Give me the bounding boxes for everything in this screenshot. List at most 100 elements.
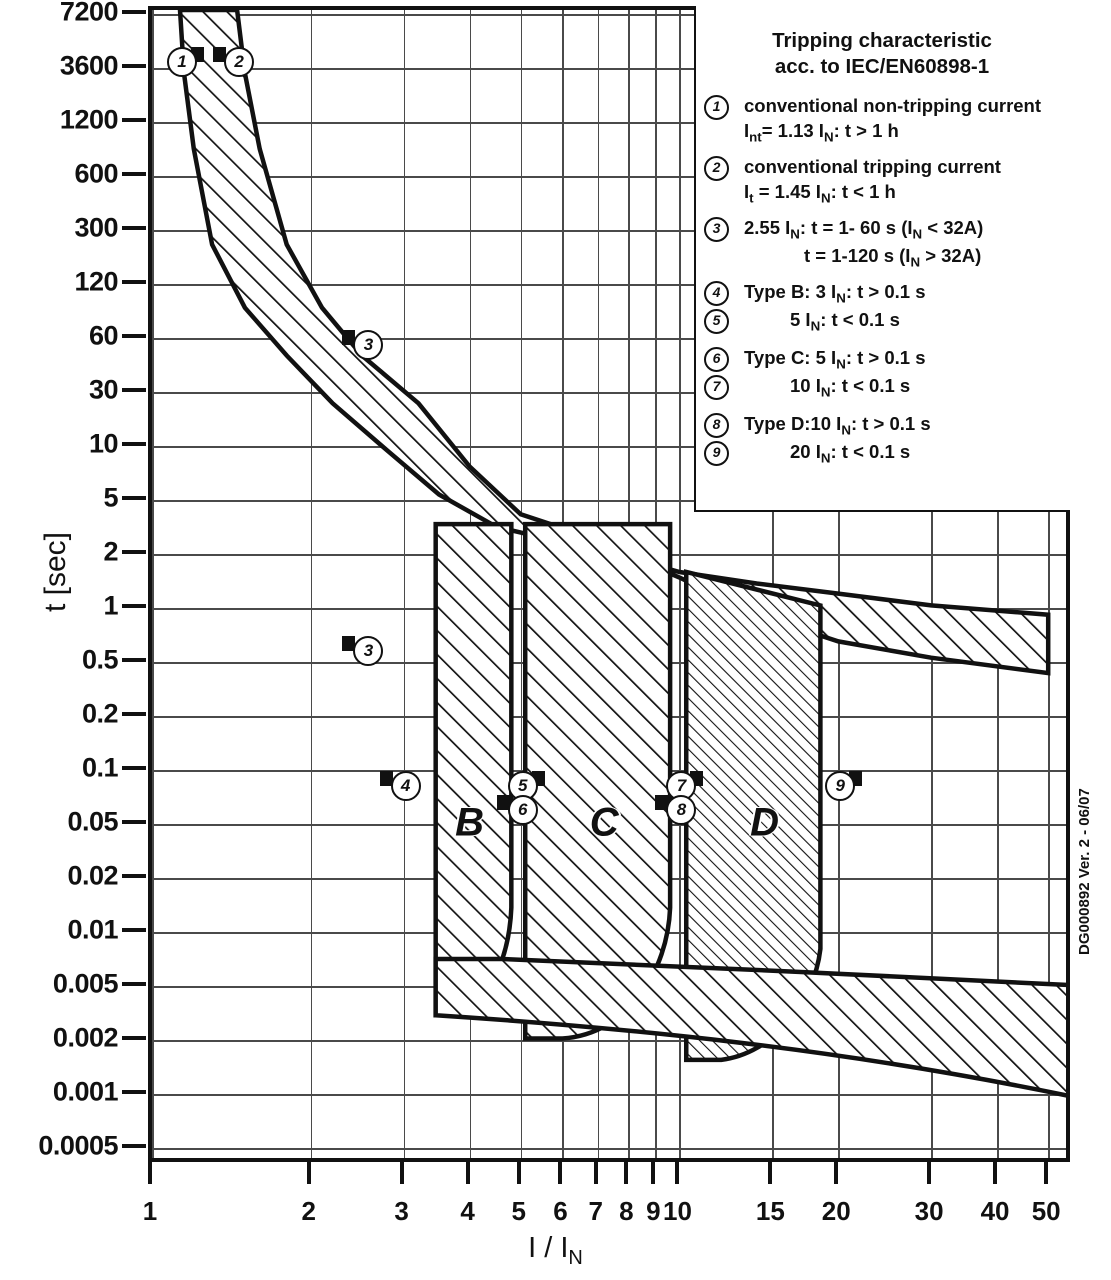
x-tick-mark bbox=[399, 1162, 404, 1184]
subscript: N bbox=[820, 384, 831, 400]
marker-circle: 6 bbox=[507, 795, 538, 826]
legend-number-2: 2 bbox=[704, 156, 729, 182]
y-tick-label: 0.005 bbox=[52, 968, 119, 999]
gridline-vertical bbox=[838, 10, 840, 1158]
legend-line-1: conventional non-tripping current bbox=[744, 95, 1042, 117]
legend-line-1: Type C: 5 IN: t > 0.1 s bbox=[744, 347, 926, 372]
gridline-horizontal bbox=[152, 500, 1066, 502]
x-axis-title: I / IN bbox=[0, 1232, 1111, 1270]
x-tick-mark bbox=[675, 1162, 680, 1184]
y-tick-label: 0.5 bbox=[81, 644, 119, 675]
legend-item-numbers: 3 bbox=[704, 216, 744, 245]
marker-3: 3 bbox=[342, 636, 384, 667]
y-tick-mark bbox=[122, 820, 146, 824]
gridline-horizontal bbox=[152, 1040, 1066, 1042]
legend-item-3: 3 2.55 IN: t = 1- 60 s (IN < 32A) t = 1-12… bbox=[704, 216, 1060, 271]
tripping-curve-bands bbox=[177, 10, 1066, 1098]
legend-item-2: 2 conventional tripping current It = 1.45 … bbox=[704, 155, 1060, 207]
subscript: N bbox=[820, 190, 831, 206]
y-tick-mark bbox=[122, 1090, 146, 1094]
x-tick-label: 8 bbox=[619, 1196, 634, 1226]
x-tick-label: 9 bbox=[646, 1196, 661, 1226]
legend-line-2: Int= 1.13 IN: t > 1 h bbox=[744, 120, 899, 145]
gridline-horizontal bbox=[152, 1094, 1066, 1096]
y-tick-mark bbox=[122, 226, 146, 230]
x-tick-label: 2 bbox=[301, 1196, 317, 1226]
legend-number-8: 8 bbox=[704, 413, 729, 439]
marker-circle: 3 bbox=[353, 329, 384, 360]
marker-3: 3 bbox=[342, 329, 384, 360]
legend-item-6-7: 6 7 Type C: 5 IN: t > 0.1 s 10 IN: t < 0.1 … bbox=[704, 346, 1060, 403]
x-tick-label: 1 bbox=[142, 1196, 158, 1226]
y-tick-mark bbox=[122, 658, 146, 662]
y-tick-mark bbox=[122, 1144, 146, 1148]
gridline-vertical bbox=[152, 10, 154, 1158]
x-tick-label: 3 bbox=[394, 1196, 409, 1226]
y-tick-mark bbox=[122, 10, 146, 14]
y-tick-mark bbox=[122, 334, 146, 338]
y-tick-label: 0.02 bbox=[67, 860, 118, 891]
y-tick-mark bbox=[122, 280, 146, 284]
legend-item-numbers: 1 bbox=[704, 94, 744, 123]
marker-4: 4 bbox=[379, 770, 421, 801]
y-tick-mark bbox=[122, 928, 146, 932]
y-tick-label: 0.01 bbox=[67, 914, 118, 945]
y-tick-mark bbox=[122, 388, 146, 392]
x-tick-label: 5 bbox=[511, 1196, 526, 1226]
marker-flag bbox=[342, 329, 356, 345]
legend-items: 1 conventional non-tripping current Int= 1… bbox=[704, 94, 1060, 469]
x-tick-label: 6 bbox=[553, 1196, 568, 1226]
marker-circle: 3 bbox=[353, 636, 384, 667]
gridline-vertical bbox=[997, 10, 999, 1158]
legend-box: Tripping characteristic acc. to IEC/EN608… bbox=[694, 6, 1070, 512]
x-tick-label: 30 bbox=[914, 1196, 944, 1226]
x-tick-mark bbox=[516, 1162, 521, 1184]
subscript: N bbox=[912, 227, 923, 243]
thermal-band bbox=[177, 10, 1051, 676]
legend-item-text: conventional tripping current It = 1.45 I… bbox=[744, 155, 1001, 207]
legend-item-text: Type C: 5 IN: t > 0.1 s 10 IN: t < 0.1 s bbox=[744, 346, 926, 401]
document-credit: DG000892 Ver. 2 - 06/07 bbox=[1076, 788, 1093, 955]
legend-item-text: Type D:10 IN: t > 0.1 s 20 IN: t < 0.1 s bbox=[744, 412, 931, 467]
y-tick-mark bbox=[122, 118, 146, 122]
gridline-vertical bbox=[679, 10, 682, 1158]
x-tick-mark bbox=[834, 1162, 839, 1184]
subscript: N bbox=[910, 254, 921, 270]
marker-2: 2 bbox=[213, 47, 255, 78]
x-tick-label: 15 bbox=[755, 1196, 785, 1226]
x-tick-mark bbox=[768, 1162, 773, 1184]
marker-1: 1 bbox=[166, 47, 204, 78]
x-tick-mark bbox=[306, 1162, 311, 1184]
marker-8: 8 bbox=[655, 795, 697, 826]
x-tick-mark bbox=[927, 1162, 932, 1184]
marker-9: 9 bbox=[825, 770, 863, 801]
zone-label-B: B bbox=[455, 800, 485, 845]
y-tick-label: 1 bbox=[103, 590, 118, 621]
gridline-vertical bbox=[403, 10, 406, 1158]
gridline-horizontal bbox=[152, 338, 1066, 340]
y-tick-mark bbox=[122, 496, 146, 500]
x-tick-label: 40 bbox=[980, 1196, 1010, 1226]
gridline-horizontal bbox=[152, 284, 1066, 286]
gridline-vertical bbox=[1048, 10, 1050, 1158]
x-tick-label: 4 bbox=[460, 1196, 475, 1226]
legend-number-3: 3 bbox=[704, 217, 729, 243]
zone-label-C: C bbox=[589, 800, 619, 845]
x-tick-mark bbox=[624, 1162, 629, 1184]
x-axis-title-main: I / I bbox=[528, 1232, 569, 1264]
y-tick-label: 7200 bbox=[59, 0, 119, 27]
y-tick-mark bbox=[122, 604, 146, 608]
y-tick-label: 0.2 bbox=[81, 698, 119, 729]
y-tick-label: 5 bbox=[103, 482, 118, 513]
gridline-horizontal bbox=[152, 1148, 1066, 1150]
y-tick-mark bbox=[122, 982, 146, 986]
legend-title: Tripping characteristic acc. to IEC/EN608… bbox=[704, 28, 1060, 80]
legend-line-2: 5 IN: t < 0.1 s bbox=[790, 308, 900, 334]
x-tick-mark bbox=[465, 1162, 470, 1184]
gridline-vertical bbox=[931, 10, 933, 1158]
